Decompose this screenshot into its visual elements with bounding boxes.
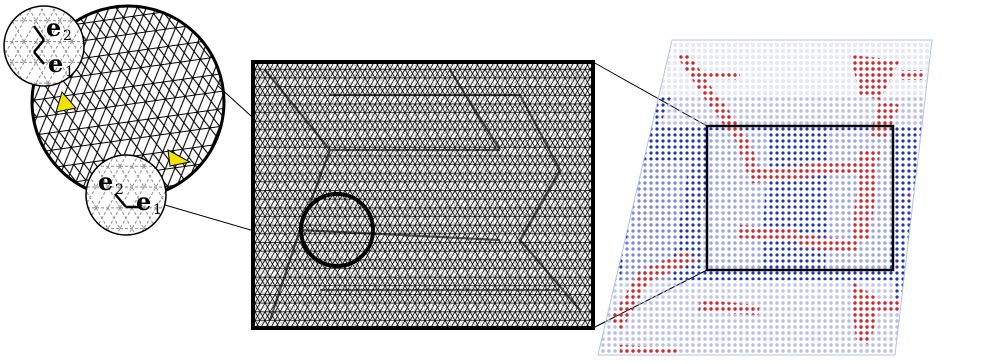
label-e2-bottom: e	[98, 167, 113, 196]
defect-triangle-upper	[55, 90, 77, 113]
vector-e1-arrow-top	[33, 51, 45, 65]
zoom-circle-marker	[299, 192, 375, 268]
mesh-panel	[251, 60, 595, 330]
label-e2-bottom-sub: 2	[115, 182, 124, 198]
label-e1-top: e	[48, 49, 63, 78]
zoom-rectangle-marker	[705, 124, 895, 272]
strain-field-rhombus	[597, 39, 933, 356]
label-e1-bottom-sub: 1	[153, 202, 162, 218]
label-e1-top-sub: 1	[65, 64, 74, 80]
defect-triangle-lower	[167, 149, 192, 167]
label-e1-bottom: e	[136, 187, 151, 216]
inset-bottom-lattice: e 2 e 1	[85, 154, 167, 236]
inset-top-lattice: e 2 e 1	[3, 5, 85, 87]
vector-e2-arrow-bottom	[114, 193, 127, 208]
vector-e2-arrow-top	[32, 25, 46, 41]
label-e2-top-sub: 2	[63, 28, 72, 44]
label-e2-top: e	[46, 13, 61, 42]
